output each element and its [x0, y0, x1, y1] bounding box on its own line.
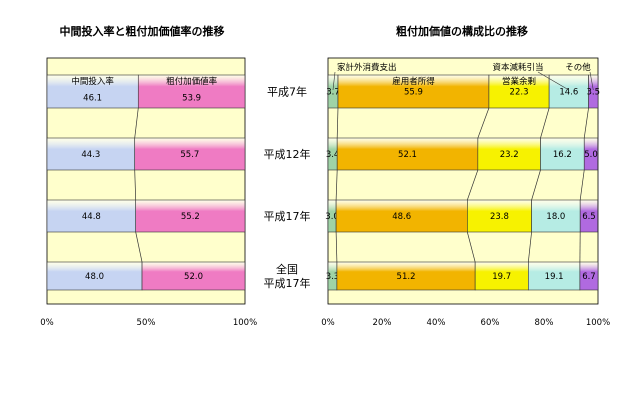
row-label-1-0: 平成12年 [264, 147, 311, 161]
row-label-3-0: 全国 [276, 262, 298, 276]
left-bar-粗付加価値率-3 [141, 261, 246, 291]
right-value-label-3-2: 18.0 [546, 212, 565, 222]
right-value-label-1-1: 52.1 [398, 150, 417, 160]
right-value-label-4-2: 6.5 [582, 212, 596, 222]
left-value-label-1-0: 53.9 [182, 94, 201, 104]
right-value-label-0-1: 3.4 [326, 150, 340, 160]
left-x-tick-label-1: 50% [137, 318, 156, 328]
left-series-line-0-2 [135, 231, 143, 263]
right-value-label-0-2: 3.0 [325, 212, 339, 222]
right-series-line-1-0 [477, 107, 490, 139]
right-series-line-0-0 [336, 107, 339, 139]
right-value-label-4-0: 3.5 [587, 88, 601, 98]
right-series-leader-3 [537, 71, 569, 91]
left-value-label-0-2: 44.8 [82, 212, 101, 222]
right-value-label-3-1: 16.2 [553, 150, 572, 160]
right-bar-雇用者所得-1 [336, 137, 479, 171]
right-x-tick-label-3: 60% [481, 318, 500, 328]
left-series-line-0-1 [134, 169, 137, 201]
right-bar-その他-0 [588, 74, 599, 109]
right-series-line-3-1 [579, 169, 585, 201]
right-bar-資本減耗引当-1 [540, 137, 585, 171]
left-chart-title: 中間投入率と粗付加価値率の推移 [60, 24, 225, 38]
right-x-tick-label-2: 40% [427, 318, 446, 328]
row-label-3-1: 平成17年 [264, 276, 311, 290]
left-x-tick-label-0: 0% [40, 318, 54, 328]
left-value-label-0-3: 48.0 [85, 272, 104, 282]
right-value-label-1-2: 48.6 [392, 212, 411, 222]
right-chart-title: 粗付加価値の構成比の推移 [396, 24, 528, 38]
right-series-line-3-0 [583, 107, 589, 139]
right-value-label-3-3: 19.1 [545, 272, 564, 282]
left-value-label-1-2: 55.2 [181, 212, 200, 222]
right-series-leader-0 [332, 71, 336, 91]
right-value-label-2-0: 22.3 [510, 88, 529, 98]
right-bar-その他-3 [579, 261, 599, 291]
right-series-label-0: 家計外消費支出 [337, 62, 397, 73]
left-bar-粗付加価値率-2 [135, 199, 246, 233]
right-value-label-0-0: 3.7 [326, 88, 340, 98]
right-series-label-3: 資本減耗引当 [492, 62, 543, 73]
right-bar-営業余剰-3 [474, 261, 529, 291]
right-series-label-4: その他 [565, 62, 591, 73]
right-x-tick-label-4: 80% [535, 318, 554, 328]
right-value-label-1-3: 51.2 [397, 272, 416, 282]
left-value-label-0-0: 46.1 [83, 94, 102, 104]
right-value-label-4-1: 5.0 [584, 150, 598, 160]
right-series-line-2-1 [531, 169, 541, 201]
right-series-line-1-1 [466, 169, 479, 201]
right-x-tick-label-0: 0% [321, 318, 335, 328]
right-value-label-2-1: 23.2 [500, 150, 519, 160]
right-value-label-0-3: 3.3 [326, 272, 340, 282]
right-bar-その他-1 [583, 137, 599, 171]
right-series-line-2-0 [540, 107, 550, 139]
left-value-label-1-3: 52.0 [184, 272, 203, 282]
right-bar-雇用者所得-2 [335, 199, 468, 233]
right-value-label-2-3: 19.7 [492, 272, 511, 282]
left-series-line-0-0 [134, 107, 139, 139]
right-x-tick-label-1: 20% [373, 318, 392, 328]
left-bar-中間投入率-2 [46, 199, 137, 233]
right-series-label-1: 雇用者所得 [392, 76, 435, 87]
left-series-label-0: 中間投入率 [71, 76, 114, 87]
right-bar-その他-2 [579, 199, 599, 233]
right-bar-雇用者所得-3 [336, 261, 476, 291]
left-x-tick-label-2: 100% [233, 318, 257, 328]
left-bar-中間投入率-3 [46, 261, 143, 291]
left-value-label-1-1: 55.7 [180, 150, 199, 160]
left-value-label-0-1: 44.3 [81, 150, 100, 160]
right-value-label-1-0: 55.9 [404, 88, 423, 98]
right-series-leader-4 [589, 71, 594, 91]
row-label-0-0: 平成7年 [267, 85, 307, 99]
right-series-line-0-1 [335, 169, 338, 201]
left-series-label-1: 粗付加価値率 [166, 76, 218, 87]
right-bar-資本減耗引当-0 [548, 74, 589, 109]
right-value-label-3-0: 14.6 [559, 88, 578, 98]
right-value-label-4-3: 6.7 [582, 272, 596, 282]
row-label-2-0: 平成17年 [264, 209, 311, 223]
right-series-label-2: 営業余剰 [502, 76, 536, 87]
right-x-tick-label-5: 100% [586, 318, 610, 328]
left-chart: 46.1 53.9 44.3 55.7 44.8 55.2 48.0 52.0 0% 50% 100… [40, 57, 257, 328]
left-bar-粗付加価値率-0 [137, 74, 246, 109]
left-bar-中間投入率-0 [46, 74, 139, 109]
right-value-label-2-2: 23.8 [490, 212, 509, 222]
left-bar-中間投入率-1 [46, 137, 136, 171]
right-bar-営業余剰-2 [467, 199, 532, 233]
right-bar-営業余剰-1 [477, 137, 541, 171]
left-bar-粗付加価値率-1 [134, 137, 246, 171]
right-bar-雇用者所得-0 [337, 74, 490, 109]
right-series-line-0-2 [335, 231, 338, 263]
right-series-line-2-2 [527, 231, 532, 263]
right-series-line-1-2 [466, 231, 476, 263]
right-chart: 3.7 55.9 22.3 14.6 3.5 3.4 52.1 23.2 16.2 5.0 3.0 4… [321, 57, 610, 328]
